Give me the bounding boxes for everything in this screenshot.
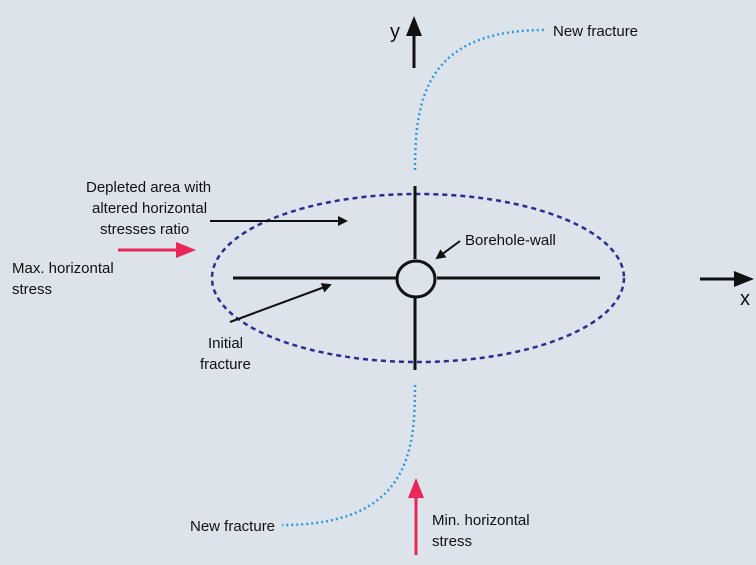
label: fracture bbox=[200, 356, 251, 373]
pointer bbox=[229, 283, 332, 323]
label: Depleted area with bbox=[86, 179, 211, 196]
axis-label: y bbox=[390, 21, 400, 43]
axis-label: x bbox=[740, 288, 750, 310]
pointer bbox=[435, 240, 461, 260]
label: Borehole-wall bbox=[465, 232, 556, 249]
new-fracture-bottom bbox=[281, 384, 417, 527]
depleted-area bbox=[210, 192, 626, 364]
label: altered horizontal bbox=[92, 200, 207, 217]
label: stress bbox=[432, 533, 472, 550]
label: Max. horizontal bbox=[12, 260, 114, 277]
new-fracture-top bbox=[413, 28, 546, 171]
label: Min. horizontal bbox=[432, 512, 530, 529]
borehole bbox=[395, 259, 437, 299]
label: stresses ratio bbox=[100, 221, 189, 238]
label: stress bbox=[12, 281, 52, 298]
label: New fracture bbox=[553, 23, 638, 40]
label: New fracture bbox=[190, 518, 275, 535]
label: Initial bbox=[208, 335, 243, 352]
